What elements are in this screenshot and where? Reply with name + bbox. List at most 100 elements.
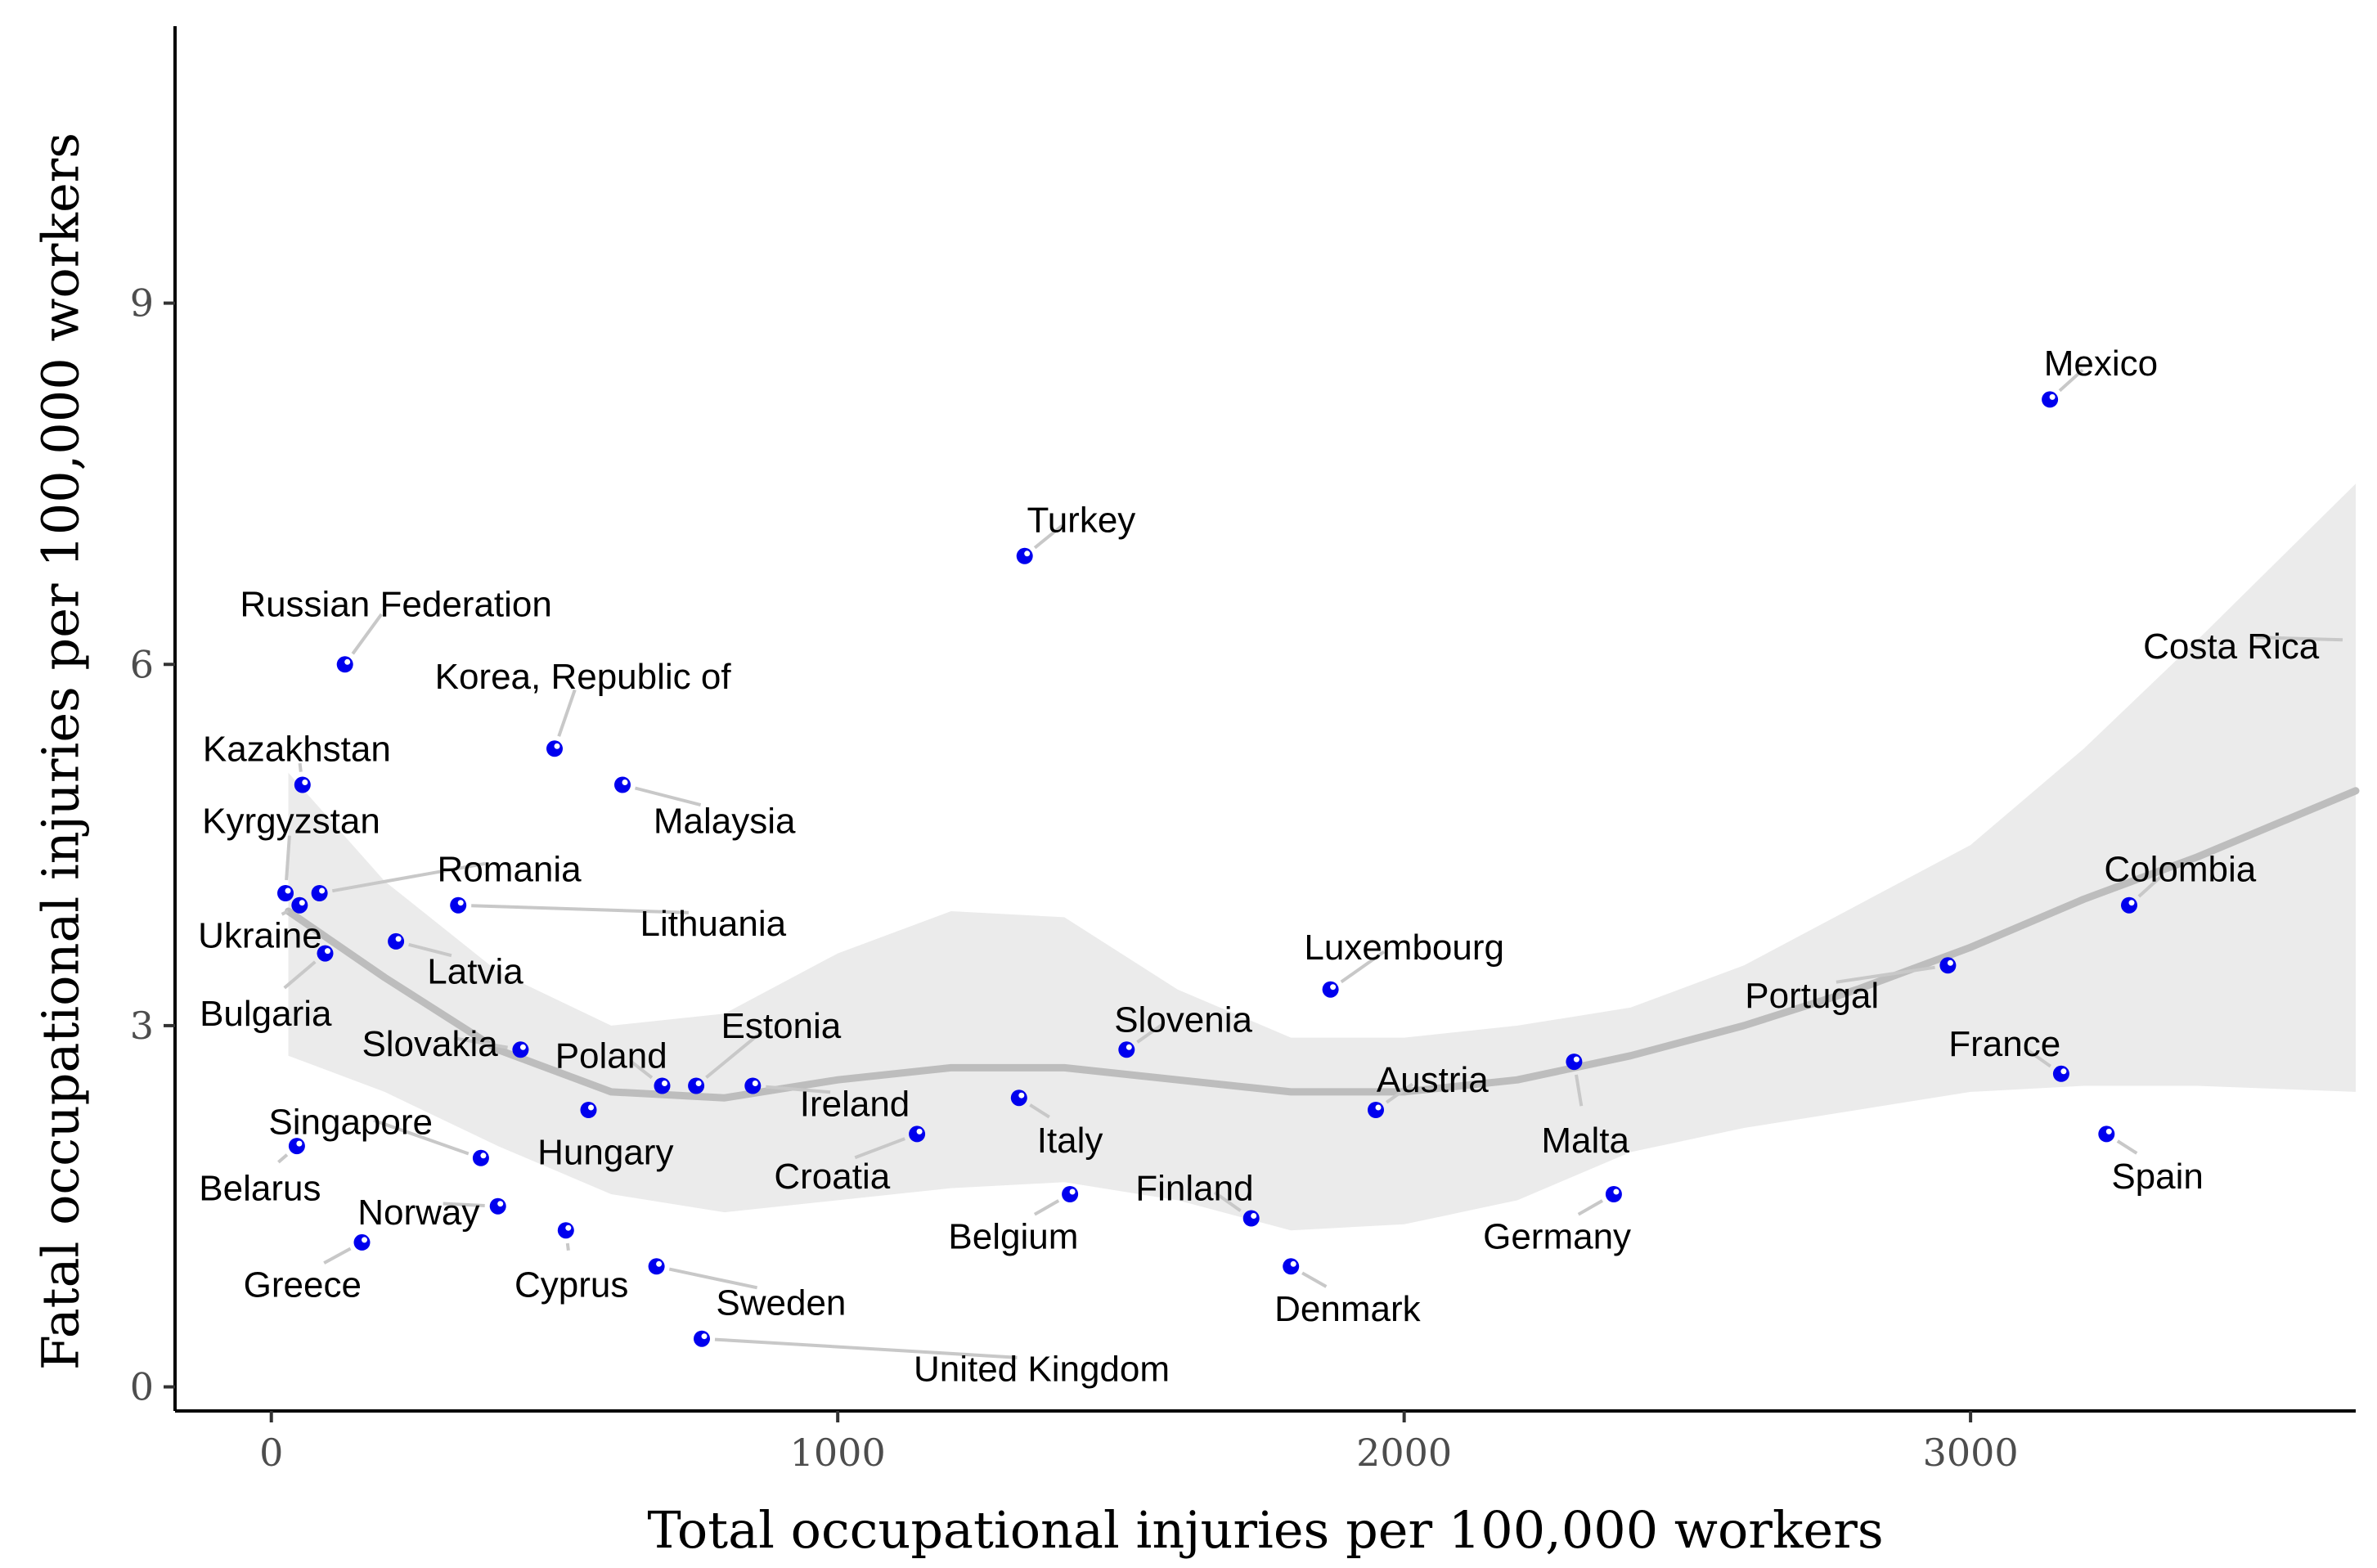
point-label-greece: Greece: [244, 1265, 362, 1305]
data-point-portugal: [1939, 957, 1957, 974]
data-point-highlight-slovenia: [1126, 1044, 1132, 1050]
data-point-turkey: [1016, 547, 1033, 564]
leader-line-belgium: [1033, 1199, 1060, 1216]
data-point-highlight-belgium: [1069, 1188, 1076, 1195]
data-point-highlight-kazakhstan: [302, 780, 308, 785]
y-tick-label-9: 9: [130, 281, 154, 326]
data-point-highlight-greece: [362, 1237, 367, 1243]
data-point-highlight-turkey: [1024, 550, 1031, 557]
data-point-highlight-denmark: [1290, 1260, 1296, 1267]
data-point-highlight-malta: [1573, 1056, 1579, 1063]
point-label-malaysia: Malaysia: [654, 802, 796, 842]
y-tick-label-0: 0: [130, 1365, 154, 1409]
point-label-slovakia: Slovakia: [362, 1024, 498, 1064]
leader-line-russian-federation: [351, 613, 384, 655]
leader-line-costa-rica: [2255, 636, 2343, 642]
data-point-singapore: [472, 1149, 489, 1166]
leader-line-united-kingdom: [714, 1337, 1018, 1359]
data-point-highlight-colombia: [2128, 900, 2135, 906]
leader-line-kyrgyzstan: [285, 835, 291, 881]
data-point-highlight-bulgaria: [325, 948, 330, 955]
point-label-slovenia: Slovenia: [1114, 1000, 1252, 1040]
leader-line-bulgaria: [283, 960, 317, 990]
data-point-highlight-germany: [1613, 1188, 1620, 1195]
point-label-portugal: Portugal: [1745, 976, 1879, 1016]
leader-line-korea-republic-of: [557, 689, 577, 737]
point-label-hungary: Hungary: [537, 1133, 673, 1173]
data-point-highlight-belarus: [296, 1140, 303, 1147]
leader-line-croatia: [854, 1137, 905, 1160]
point-label-colombia: Colombia: [2104, 850, 2256, 890]
leader-line-estonia: [705, 1030, 764, 1079]
data-point-kazakhstan: [294, 776, 311, 793]
leader-line-portugal: [1836, 965, 1935, 984]
point-label-finland: Finland: [1135, 1169, 1253, 1209]
y-tick-label-6: 6: [130, 642, 154, 686]
leader-line-norway: [443, 1202, 485, 1207]
point-label-belarus: Belarus: [199, 1169, 321, 1209]
data-point-germany: [1605, 1186, 1622, 1202]
data-point-kyrgyzstan: [277, 885, 294, 901]
data-point-highlight-luxembourg: [1330, 984, 1337, 991]
point-label-estonia: Estonia: [721, 1006, 842, 1046]
data-point-highlight-finland: [1251, 1213, 1257, 1219]
leader-line-singapore: [373, 1118, 470, 1156]
confidence-band-layer: [288, 483, 2356, 1231]
smooth-line-layer: [285, 787, 2360, 1102]
leader-line-poland: [629, 1059, 654, 1080]
data-point-highlight-croatia: [916, 1128, 923, 1134]
data-point-highlight-singapore: [480, 1152, 487, 1159]
point-label-kazakhstan: Kazakhstan: [203, 729, 391, 769]
data-point-highlight-spain: [2105, 1128, 2112, 1134]
data-point-italy: [1010, 1090, 1027, 1107]
data-point-highlight-hungary: [588, 1104, 594, 1111]
data-point-highlight-united-kingdom: [701, 1333, 708, 1340]
data-point-highlight-poland: [662, 1081, 667, 1086]
leader-line-denmark: [1301, 1271, 1328, 1288]
point-label-cyprus: Cyprus: [514, 1265, 628, 1305]
leader-line-finland: [1213, 1191, 1242, 1212]
leader-line-lithuania: [471, 904, 689, 914]
data-point-belgium: [1062, 1186, 1079, 1202]
data-point-highlight-cyprus: [565, 1224, 572, 1231]
data-point-sweden: [648, 1258, 665, 1275]
data-point-korea-republic-of: [546, 740, 563, 757]
point-label-italy: Italy: [1037, 1121, 1103, 1161]
y-axis-title: Fatal occupational injuries per 100,000 …: [31, 133, 91, 1370]
leader-line-turkey: [1033, 523, 1063, 550]
data-point-romania: [311, 885, 328, 901]
data-point-highlight-france: [2060, 1068, 2067, 1075]
leader-line-greece: [323, 1247, 352, 1265]
leader-line-slovakia: [453, 1036, 508, 1049]
point-label-spain: Spain: [2111, 1157, 2204, 1197]
data-point-malta: [1566, 1054, 1583, 1071]
data-point-hungary: [580, 1102, 597, 1118]
data-point-malaysia: [614, 776, 631, 793]
x-tick-label-0: 0: [259, 1431, 283, 1475]
leader-line-italy: [1029, 1103, 1050, 1119]
point-label-turkey: Turkey: [1027, 501, 1135, 541]
point-label-norway: Norway: [357, 1193, 479, 1233]
data-point-mexico: [2042, 391, 2059, 408]
data-point-luxembourg: [1322, 981, 1339, 998]
data-point-highlight-slovakia: [519, 1044, 526, 1050]
data-point-france: [2052, 1065, 2069, 1082]
x-axis-title: Total occupational injuries per 100,000 …: [647, 1500, 1883, 1560]
point-label-mexico: Mexico: [2044, 344, 2158, 384]
leader-line-colombia: [2137, 874, 2164, 898]
leader-line-germany: [1577, 1199, 1603, 1216]
leader-line-slovenia: [1136, 1022, 1165, 1044]
point-label-croatia: Croatia: [774, 1157, 890, 1197]
leader-line-malta: [1575, 1074, 1584, 1107]
point-label-austria: Austria: [1377, 1060, 1489, 1100]
data-point-colombia: [2121, 896, 2137, 914]
point-label-costa-rica: Costa Rica: [2143, 627, 2320, 667]
data-point-norway: [489, 1197, 506, 1215]
point-label-poland: Poland: [555, 1036, 667, 1076]
point-label-kyrgyzstan: Kyrgyzstan: [202, 802, 380, 842]
point-label-singapore: Singapore: [268, 1103, 433, 1143]
leader-line-sweden: [668, 1267, 758, 1290]
data-point-highlight-portugal: [1947, 959, 1953, 966]
data-point-highlight-korea-republic-of: [554, 743, 560, 749]
